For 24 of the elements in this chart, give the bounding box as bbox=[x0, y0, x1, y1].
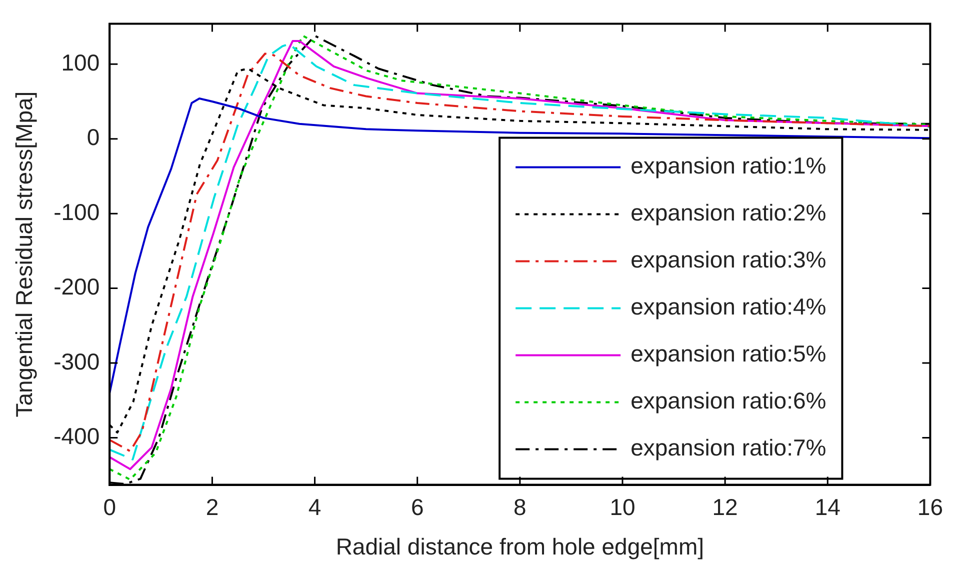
x-tick-label: 16 bbox=[917, 494, 944, 520]
legend-label: expansion ratio:1% bbox=[630, 152, 826, 179]
legend-label: expansion ratio:5% bbox=[630, 340, 826, 367]
y-tick-label: -200 bbox=[54, 274, 100, 300]
legend-label: expansion ratio:7% bbox=[630, 434, 826, 461]
x-tick-label: 0 bbox=[103, 494, 116, 520]
legend-label: expansion ratio:2% bbox=[630, 200, 826, 226]
legend-label: expansion ratio:3% bbox=[630, 246, 826, 273]
x-tick-label: 4 bbox=[308, 494, 322, 520]
legend-label: expansion ratio:4% bbox=[630, 294, 826, 320]
x-tick-label: 2 bbox=[206, 494, 219, 520]
x-tick-label: 12 bbox=[712, 494, 738, 520]
x-tick-label: 6 bbox=[410, 494, 424, 520]
y-axis-title: Tangential Residual stress[Mpa] bbox=[11, 91, 38, 418]
x-tick-label: 8 bbox=[514, 494, 526, 520]
y-tick-label: -400 bbox=[54, 423, 100, 450]
y-tick-label: 0 bbox=[86, 124, 100, 150]
x-tick-label: 10 bbox=[610, 494, 636, 520]
y-tick-label: -300 bbox=[54, 348, 100, 374]
legend-label: expansion ratio:6% bbox=[630, 388, 826, 414]
y-tick-label: -100 bbox=[54, 198, 100, 225]
y-tick-label: 100 bbox=[61, 49, 100, 76]
x-axis-title: Radial distance from hole edge[mm] bbox=[336, 534, 704, 560]
x-tick-label: 14 bbox=[814, 494, 841, 520]
